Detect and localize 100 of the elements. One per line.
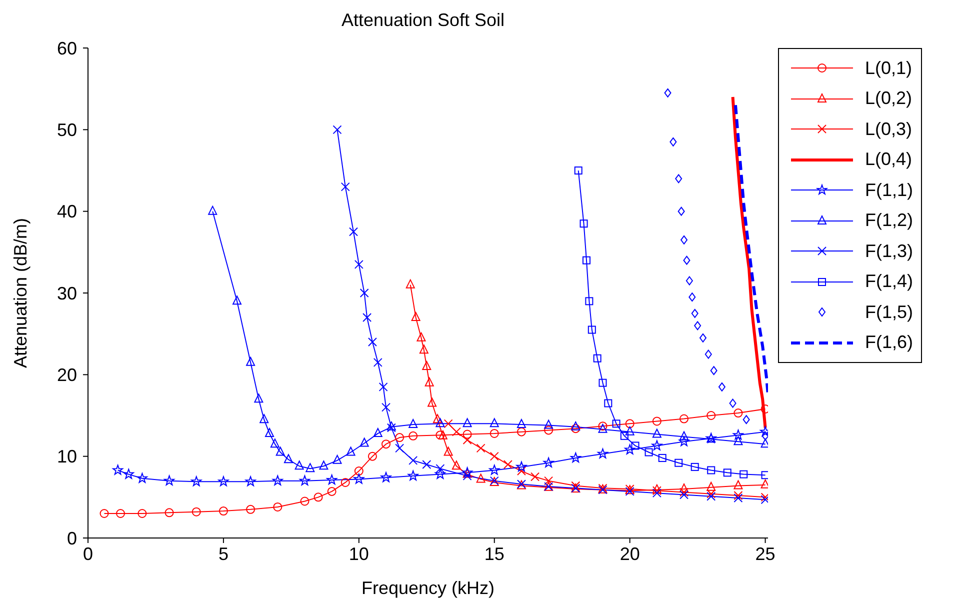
point [116,509,126,518]
legend-label: F(1,1) [865,180,914,201]
x-tick-label: 10 [348,544,369,564]
point [580,220,588,228]
point [434,468,446,479]
point [452,460,461,470]
point [218,506,228,516]
point [706,492,716,501]
point [544,476,554,486]
point [543,457,554,468]
point [332,454,342,464]
point [706,489,716,498]
point [246,504,256,514]
point [432,414,442,424]
point [462,471,472,480]
point [476,444,486,453]
point [688,292,696,302]
point [373,428,382,437]
point [706,482,716,491]
point [652,440,662,450]
point [734,480,743,490]
point [416,332,426,342]
point [658,454,666,462]
point [100,509,109,518]
point [699,333,706,342]
point [360,438,369,447]
point [112,464,124,475]
y-tick-label: 30 [56,283,77,304]
point [571,424,580,434]
y-axis-title: Attenuation (dB/m) [10,218,30,368]
x-tick-label: 5 [218,544,228,564]
point [680,484,689,492]
point [208,206,218,215]
y-tick-label: 10 [56,446,77,467]
point [678,436,690,446]
point [652,488,662,498]
point [680,431,689,440]
point [683,256,690,265]
point [624,444,636,454]
point [652,484,662,494]
point [490,428,499,438]
point [723,468,732,477]
point [294,460,304,470]
point [694,321,702,330]
x-tick-label: 15 [484,544,504,564]
point [314,492,323,502]
point [462,430,472,439]
point [192,507,201,516]
point [406,279,415,288]
y-tick-label: 0 [66,528,77,548]
point [260,414,269,424]
point [444,446,453,456]
point [368,338,377,346]
point [246,356,256,366]
point [354,260,364,269]
point [462,436,472,444]
point [424,377,434,386]
legend-label: F(1,2) [865,210,914,232]
y-tick-label: 20 [56,365,77,386]
point [729,398,736,408]
point [489,464,500,475]
legend-label: F(1,6) [865,332,914,354]
point [428,398,437,407]
point [382,440,391,449]
x-tick-label: 0 [82,544,94,564]
point [368,452,377,461]
point [218,476,229,486]
point [571,481,580,490]
point [346,446,356,456]
point [408,470,418,480]
point [678,206,685,216]
point [164,475,175,486]
point [319,460,328,470]
point [354,466,364,476]
legend-label: F(1,4) [865,271,914,292]
point [680,488,689,497]
point [664,88,672,98]
point [674,458,683,467]
point [570,452,581,463]
point [490,418,499,428]
point [373,358,382,367]
point [395,444,404,453]
point [761,471,768,480]
point [138,509,147,518]
point [516,418,526,428]
point [327,486,336,496]
point [490,452,499,461]
point [273,502,282,512]
point [386,421,396,430]
legend-label: F(1,5) [865,302,914,323]
point [644,448,653,456]
point [516,461,527,472]
point [408,456,418,465]
point [191,476,202,486]
point [362,313,372,322]
point [378,382,388,392]
point [276,446,285,456]
legend-label: F(1,3) [865,240,914,262]
point [444,419,453,428]
point [300,496,310,506]
